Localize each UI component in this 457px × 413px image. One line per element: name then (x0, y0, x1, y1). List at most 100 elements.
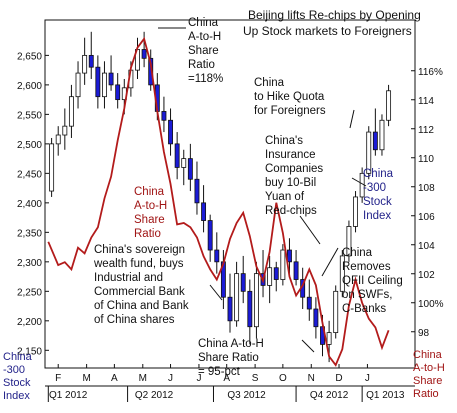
annotation-line: for Foreigners (254, 105, 326, 117)
candle-up (326, 332, 332, 345)
annotation-line: buy 10-Bil (265, 177, 316, 189)
candle-up (234, 273, 240, 322)
annotation-line: China's sovereign (94, 244, 185, 256)
right-tick-label: 104 (418, 241, 435, 252)
annotation-line: Share Ratio (198, 352, 259, 364)
candle-up (346, 226, 352, 257)
left-tick-label: 2,400 (17, 199, 42, 210)
annotation-line: Share (134, 214, 165, 226)
x-month-label: D (335, 373, 342, 384)
left-tick-label: 2,150 (17, 346, 42, 357)
annotation-qfii-ceiling: China Removes QFII Ceiling on SWFs, C-Banks (342, 247, 403, 315)
candle-up (379, 119, 385, 151)
annotation-line: Share (188, 45, 219, 57)
x-quarter-label: Q3 2012 (227, 390, 266, 401)
candle-up (181, 158, 187, 168)
candle-up (386, 90, 392, 121)
annotation-line: Ratio (188, 59, 215, 71)
right-tick-label: 102 (418, 270, 435, 281)
candle-down (174, 143, 180, 168)
x-month-label: A (111, 373, 118, 384)
left-axis: 2,650 2,600 2,550 2,500 2,450 2,400 2,350 2,300… (17, 51, 49, 357)
candle-down (247, 290, 253, 328)
left-axis-label-line: Index (3, 390, 30, 402)
x-month-label: J (365, 373, 370, 384)
annotation-ratio-118: China A-to-H Share Ratio =118% (188, 17, 223, 85)
left-tick-label: 2,450 (17, 169, 42, 180)
right-tick-label: 116% (418, 67, 443, 78)
candle-up (62, 125, 68, 136)
x-month-label: N (308, 373, 315, 384)
annotation-insurance: China's Insurance Companies buy 10-Bil Yuan … (265, 135, 323, 217)
annotation-line: on SWFs, (342, 289, 392, 301)
candle-up (366, 131, 372, 174)
left-axis-label-line: Stock (3, 377, 31, 389)
left-tick-label: 2,300 (17, 258, 42, 269)
annotation-line: C-Banks (342, 303, 386, 315)
candle-up (49, 143, 55, 192)
candle-up (102, 72, 107, 98)
candlestick-series (49, 31, 392, 363)
x-month-label: M (139, 373, 147, 384)
candle-up (75, 72, 81, 98)
arrow-insurance (299, 215, 321, 245)
left-tick-label: 2,550 (17, 110, 42, 121)
annotation-line: China (188, 17, 219, 29)
right-tick-label: 100% (418, 299, 444, 310)
annotation-hike-quota: China to Hike Quota for Foreigners (254, 77, 326, 117)
x-month-label: J (168, 373, 173, 384)
x-quarter-label: Q2 2012 (135, 390, 174, 401)
annotation-line: QFII Ceiling (342, 275, 403, 287)
right-axis-label-line: Share (413, 375, 442, 387)
candle-down (88, 54, 94, 68)
left-axis-label-line: -300 (3, 364, 25, 376)
annotation-line: wealth fund, buys (93, 258, 184, 270)
candle-down (207, 220, 213, 251)
arrow-index (351, 177, 367, 187)
annotation-line: A-to-H (134, 200, 167, 212)
annotation-line: to Hike Quota (254, 91, 325, 103)
annotation-line: of China shares (94, 314, 175, 326)
candle-up (280, 249, 286, 280)
x-axis: F M A M J J A S O N D J Q1 2012 Q2 2012 Q3 2012 Q4 2012… (45, 364, 415, 402)
annotation-ratio-95: China A-to-H Share Ratio = 95-pct (198, 338, 264, 378)
candle-up (55, 134, 61, 145)
x-month-label: O (279, 373, 287, 384)
right-axis-label-line: China (413, 349, 443, 361)
x-quarter-label: Q4 2012 (310, 390, 349, 401)
candle-down (187, 158, 193, 180)
annotation-arrows (158, 27, 367, 353)
candle-up (253, 273, 259, 328)
candle-down (313, 308, 319, 328)
plot-frame (44, 19, 416, 369)
annotation-line: Insurance (265, 149, 316, 161)
candle-up (68, 96, 74, 127)
x-month-label: J (196, 373, 201, 384)
candle-down (240, 273, 246, 292)
candle-up (353, 196, 358, 227)
annotation-line: of China and Bank (94, 300, 189, 312)
candle-down (95, 66, 101, 98)
arrow-sovereign (209, 284, 223, 301)
annotation-line: China (342, 247, 373, 259)
chart-title-line-1: Beijing lifts Re-chips by Opening (248, 8, 421, 22)
candle-down (161, 111, 167, 121)
candle-down (141, 49, 147, 59)
left-tick-label: 2,650 (17, 51, 42, 62)
annotation-line: = 95-pct (198, 366, 241, 378)
candle-down (372, 131, 378, 151)
right-tick-label: 108 (418, 183, 435, 194)
x-quarter-label: Q1 2012 (49, 390, 88, 401)
left-tick-label: 2,200 (17, 317, 42, 328)
x-quarter-label: Q1 2013 (366, 390, 405, 401)
candle-down (287, 249, 292, 263)
x-month-label: S (252, 373, 259, 384)
right-tick-label: 110 (418, 154, 434, 165)
right-tick-label: 114 (418, 96, 434, 107)
chart-title-line-2: Up Stock markets to Foreigners (243, 24, 412, 38)
annotation-line: Index (363, 210, 391, 222)
right-tick-label: 98 (418, 328, 430, 339)
